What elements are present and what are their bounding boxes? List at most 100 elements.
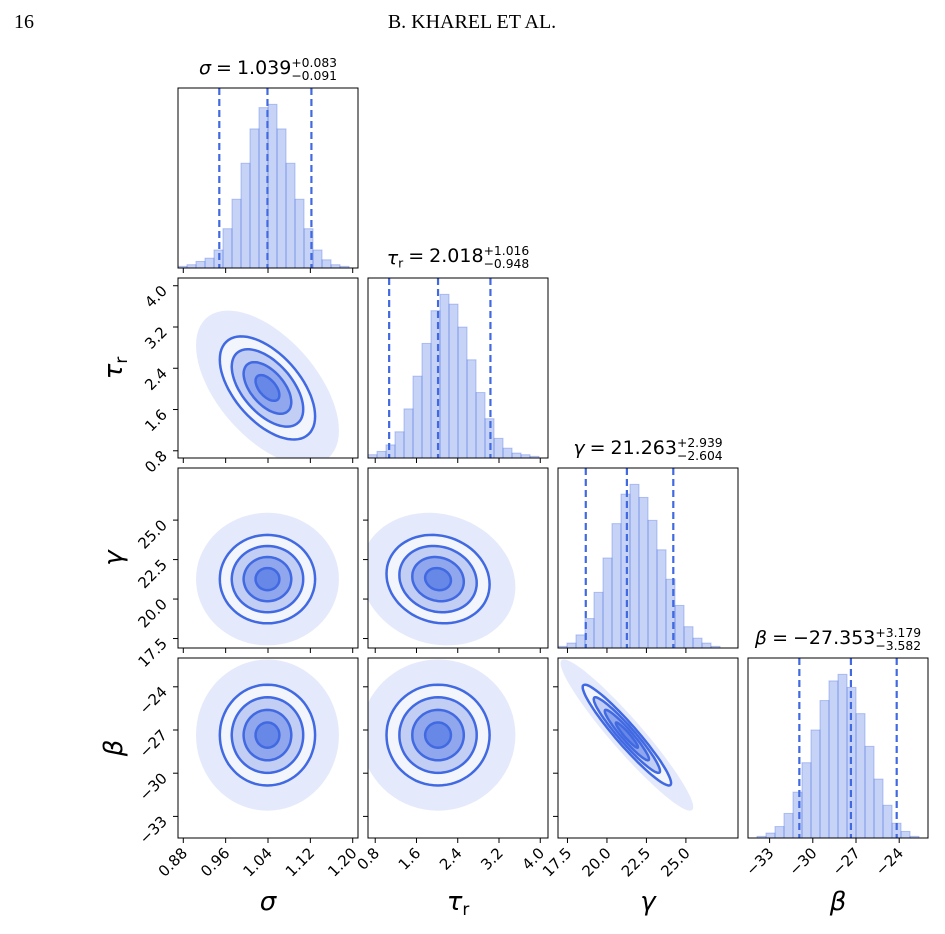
hist-bar <box>385 444 396 459</box>
hist-bar <box>575 634 586 649</box>
hist-bar <box>285 162 296 269</box>
hist-bar <box>873 778 884 839</box>
hist-bar <box>294 198 305 269</box>
x-tick-label: 1.04 <box>239 844 275 880</box>
hist-bar <box>475 392 486 459</box>
hist-bar <box>638 496 649 649</box>
hist-bar <box>810 729 821 839</box>
title-plus: +3.179 <box>875 626 921 640</box>
x-tick-label: 1.6 <box>395 844 425 874</box>
hist-bar <box>421 342 432 459</box>
axis-label: τr <box>447 887 470 919</box>
title-plus: +1.016 <box>484 244 530 258</box>
axis-label-sub: r <box>462 899 469 919</box>
hist-bar <box>620 493 631 649</box>
hist-bar <box>231 198 242 269</box>
hist-bar <box>602 557 613 649</box>
hist-bar <box>412 375 423 459</box>
hist-bar <box>204 257 215 269</box>
y-tick-label: −27 <box>136 726 171 761</box>
panel-frame <box>747 657 929 839</box>
hist-bar <box>249 128 260 269</box>
axis-label: β <box>99 740 129 758</box>
panel-frame <box>177 657 359 839</box>
title-plus: +0.083 <box>291 56 337 70</box>
x-tick-label: 20.0 <box>578 844 614 880</box>
title-sep: = <box>216 57 232 79</box>
hist-bar <box>240 162 251 269</box>
panel-frame <box>557 657 739 839</box>
title-plus: +2.939 <box>677 436 723 450</box>
panel-title: γ = 21.263+2.939 −2.604 <box>573 436 722 463</box>
title-minus: −2.604 <box>677 449 723 463</box>
y-tick-label: 25.0 <box>134 516 170 552</box>
axis-label-symbol: σ <box>260 887 278 917</box>
panel-frame <box>177 467 359 649</box>
hist-bar <box>647 519 658 649</box>
x-tick-label: 1.12 <box>282 844 318 880</box>
hist-bar <box>801 762 812 839</box>
title-symbol: γ <box>573 437 586 459</box>
axis-label-symbol: β <box>829 887 847 917</box>
contour <box>254 373 281 403</box>
x-tick-label: 17.5 <box>539 844 575 880</box>
hist-bar <box>593 591 604 649</box>
y-tick-label: 22.5 <box>134 556 170 592</box>
y-tick-label: 1.6 <box>141 406 171 436</box>
y-tick-label: −24 <box>136 683 171 718</box>
contour <box>614 721 640 749</box>
hist-bar <box>900 830 911 839</box>
contour <box>254 566 281 592</box>
hist-bar <box>828 680 839 839</box>
x-tick-label: 3.2 <box>477 844 507 874</box>
hist-bar <box>837 673 848 839</box>
hist-bar <box>511 452 522 459</box>
axis-label: β <box>829 887 847 917</box>
title-sep: = <box>772 627 788 649</box>
hist-bar <box>566 642 577 649</box>
hist-bar <box>466 359 477 459</box>
axis-label-sub: r <box>111 357 131 364</box>
contour <box>423 566 453 592</box>
hist-bar <box>312 249 323 269</box>
panel-title: σ = 1.039+0.083 −0.091 <box>199 56 337 83</box>
hist-bar <box>629 483 640 649</box>
contour <box>423 721 453 749</box>
axis-label-symbol: τ <box>99 363 129 379</box>
hist-bar <box>276 128 287 269</box>
hist-bar <box>792 791 803 839</box>
y-tick-label: −33 <box>136 813 171 848</box>
title-symbol: τ <box>387 247 399 269</box>
y-tick-label: 0.8 <box>141 447 171 477</box>
x-tick-label: 0.96 <box>197 844 233 880</box>
title-sep: = <box>408 245 424 267</box>
panel-title: β = −27.353+3.179 −3.582 <box>754 626 921 653</box>
x-tick-label: 22.5 <box>618 844 654 880</box>
contour <box>254 721 281 749</box>
title-median: −27.353 <box>793 627 875 649</box>
hist-bar <box>403 408 414 459</box>
y-tick-label: 4.0 <box>141 282 171 312</box>
hist-bar <box>448 303 459 459</box>
x-tick-label: −27 <box>829 844 864 879</box>
panel-title: τr = 2.018+1.016 −0.948 <box>387 244 530 271</box>
title-minus: −3.582 <box>875 639 921 653</box>
title-sep: = <box>590 437 606 459</box>
axis-label: γ <box>99 549 129 566</box>
axis-label: σ <box>260 887 278 917</box>
hist-bar <box>774 826 785 839</box>
hist-bar <box>439 293 450 459</box>
x-tick-label: 0.88 <box>155 844 191 880</box>
y-tick-label: 20.0 <box>134 595 170 631</box>
hist-bar <box>692 637 703 649</box>
x-tick-label: 2.4 <box>436 844 466 874</box>
title-median: 1.039 <box>237 57 291 79</box>
title-median: 21.263 <box>611 437 677 459</box>
title-median: 2.018 <box>429 245 483 267</box>
axis-label-symbol: β <box>99 740 129 758</box>
running-head: B. KHAREL ET AL. <box>388 11 556 33</box>
hist-bar <box>765 832 776 839</box>
page-number: 16 <box>14 11 34 33</box>
panel-frame <box>177 277 359 459</box>
